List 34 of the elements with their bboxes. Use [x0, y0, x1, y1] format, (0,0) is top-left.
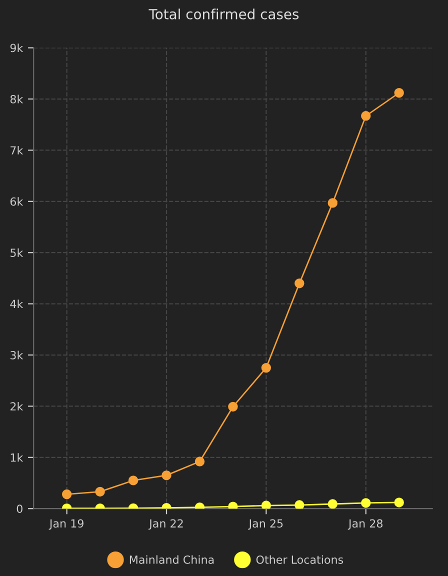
x-tick-label: Jan 25: [248, 519, 283, 530]
point: [95, 486, 105, 497]
legend-label: Other Locations: [256, 555, 344, 564]
point: [328, 198, 338, 208]
y-tick-label: 7k: [10, 146, 24, 154]
legend-label: Mainland China: [130, 555, 214, 564]
y-tick-label: 8k: [10, 94, 24, 104]
x-tick-label: Jan 28: [348, 519, 383, 530]
y-tick-label: 2k: [10, 402, 24, 410]
point: [328, 499, 338, 509]
point: [394, 88, 404, 98]
point: [294, 278, 304, 288]
point: [228, 402, 238, 412]
point: [361, 111, 371, 121]
y-tick-label: 3k: [10, 350, 24, 360]
chart-title: Total confirmed cases: [148, 8, 299, 20]
y-tick-label: 9k: [10, 44, 24, 52]
y-tick-label: 6k: [10, 197, 24, 206]
y-tick-label: 1k: [10, 453, 24, 462]
y-tick-label: 0: [16, 504, 22, 513]
point: [128, 476, 138, 486]
point: [361, 498, 371, 508]
y-tick-label: 4k: [10, 300, 24, 308]
y-tick-label: 5k: [10, 248, 24, 257]
point: [194, 456, 205, 466]
point: [162, 470, 172, 480]
x-tick-label: Jan 19: [48, 519, 84, 530]
point: [261, 500, 272, 509]
x-tick-label: Jan 22: [148, 519, 183, 530]
point: [294, 500, 304, 509]
point: [228, 502, 238, 509]
point: [62, 489, 72, 500]
point: [394, 498, 404, 508]
point: [261, 362, 272, 373]
